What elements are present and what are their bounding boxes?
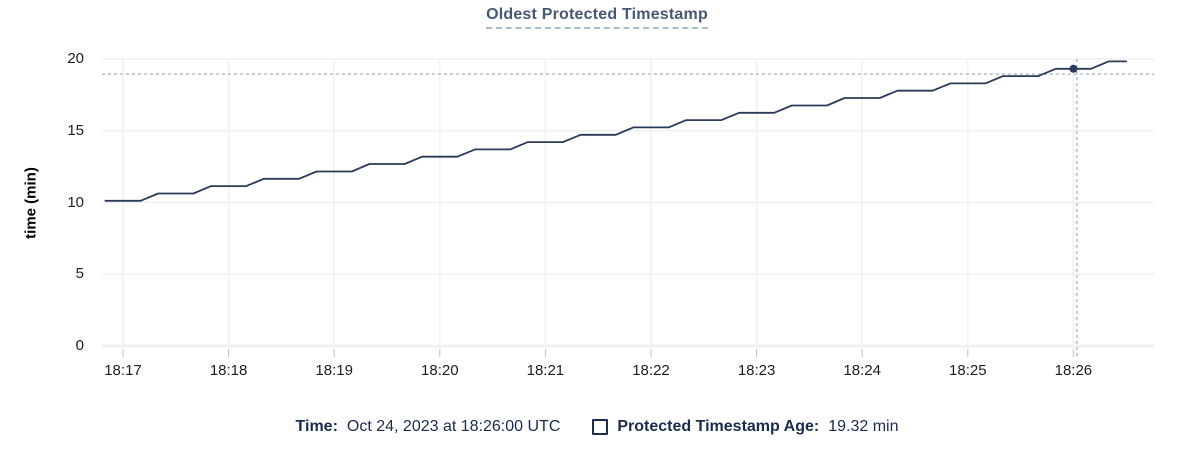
- plot-area[interactable]: [102, 59, 1155, 346]
- legend-time-item: Time: Oct 24, 2023 at 18:26:00 UTC: [296, 418, 561, 436]
- x-tick-label: 18:24: [843, 362, 881, 379]
- y-tick-label: 10: [67, 193, 84, 211]
- x-tick-label: 18:17: [104, 362, 142, 379]
- series-line: [104, 60, 1128, 202]
- x-tick-label: 18:26: [1054, 362, 1093, 379]
- x-tick-label: 18:21: [526, 362, 565, 379]
- y-tick-label: 0: [75, 337, 84, 354]
- x-tick-label: 18:23: [737, 362, 776, 379]
- tooltip-legend: Time: Oct 24, 2023 at 18:26:00 UTC Prote…: [0, 418, 1194, 436]
- y-tick-label: 15: [67, 121, 84, 139]
- hovered-data-point[interactable]: [1069, 64, 1078, 73]
- x-tick-label: 18:19: [315, 362, 353, 379]
- series-checkbox[interactable]: [592, 419, 609, 435]
- legend-series-label: Protected Timestamp Age:: [617, 418, 820, 435]
- x-tick-label: 18:25: [949, 362, 987, 379]
- legend-time-label: Time:: [295, 418, 338, 435]
- x-tick-label: 18:22: [632, 362, 670, 379]
- y-tick-label: 5: [75, 265, 84, 283]
- legend-series-value: 19.32 min: [828, 418, 899, 435]
- legend-time-value: Oct 24, 2023 at 18:26:00 UTC: [346, 418, 561, 435]
- chart-title-row: Oldest Protected Timestamp: [0, 6, 1194, 29]
- chart-title[interactable]: Oldest Protected Timestamp: [486, 6, 708, 29]
- legend-series-item: Protected Timestamp Age: 19.32 min: [592, 418, 898, 436]
- x-tick-label: 18:20: [421, 362, 459, 379]
- x-tick-label: 18:18: [209, 362, 248, 379]
- y-tick-label: 20: [67, 50, 84, 67]
